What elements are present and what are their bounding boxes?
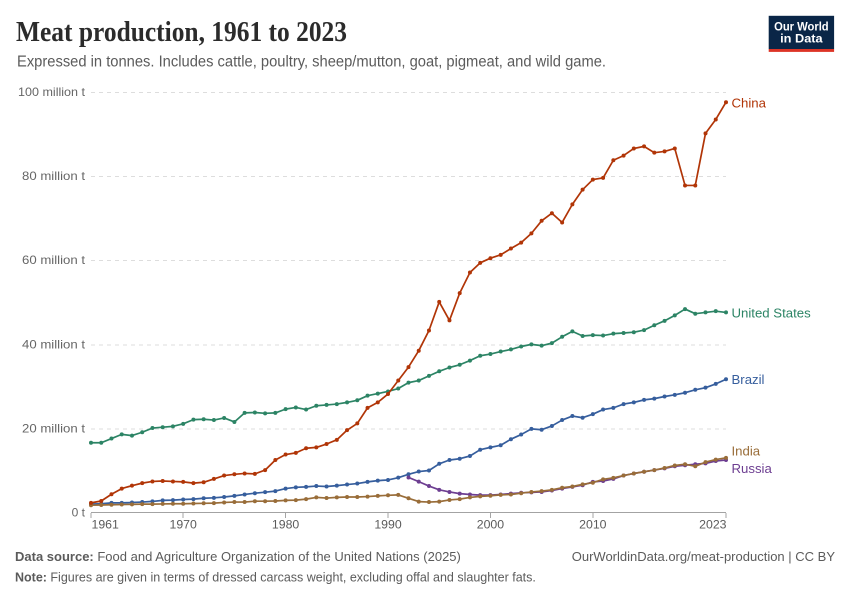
svg-text:1970: 1970 (170, 518, 198, 532)
svg-text:United States: United States (732, 306, 812, 321)
svg-text:1980: 1980 (272, 518, 300, 532)
svg-text:Meat production, 1961 to 2023: Meat production, 1961 to 2023 (16, 17, 347, 48)
svg-text:OurWorldinData.org/meat-produc: OurWorldinData.org/meat-production | CC … (572, 549, 836, 564)
svg-text:2023: 2023 (699, 518, 727, 532)
svg-text:Note: Figures are given in ter: Note: Figures are given in terms of dres… (15, 571, 536, 585)
svg-text:Brazil: Brazil (732, 372, 765, 387)
svg-text:Our World: Our World (774, 20, 829, 34)
svg-text:China: China (732, 96, 767, 111)
svg-text:Data source: Food and Agricult: Data source: Food and Agriculture Organi… (15, 549, 461, 564)
svg-text:2010: 2010 (579, 518, 607, 532)
svg-text:100 million t: 100 million t (18, 85, 86, 99)
svg-text:India: India (732, 443, 761, 458)
svg-text:1990: 1990 (374, 518, 402, 532)
svg-text:Expressed in tonnes. Includes: Expressed in tonnes. Includes cattle, po… (17, 54, 606, 71)
svg-text:60 million t: 60 million t (22, 253, 86, 267)
svg-text:0 t: 0 t (72, 505, 86, 519)
svg-text:1961: 1961 (92, 518, 120, 532)
svg-text:40 million t: 40 million t (22, 337, 86, 351)
svg-text:in Data: in Data (780, 31, 823, 45)
svg-text:2000: 2000 (477, 518, 505, 532)
svg-text:Russia: Russia (732, 461, 773, 476)
svg-text:80 million t: 80 million t (22, 169, 86, 183)
svg-text:20 million t: 20 million t (22, 421, 86, 435)
